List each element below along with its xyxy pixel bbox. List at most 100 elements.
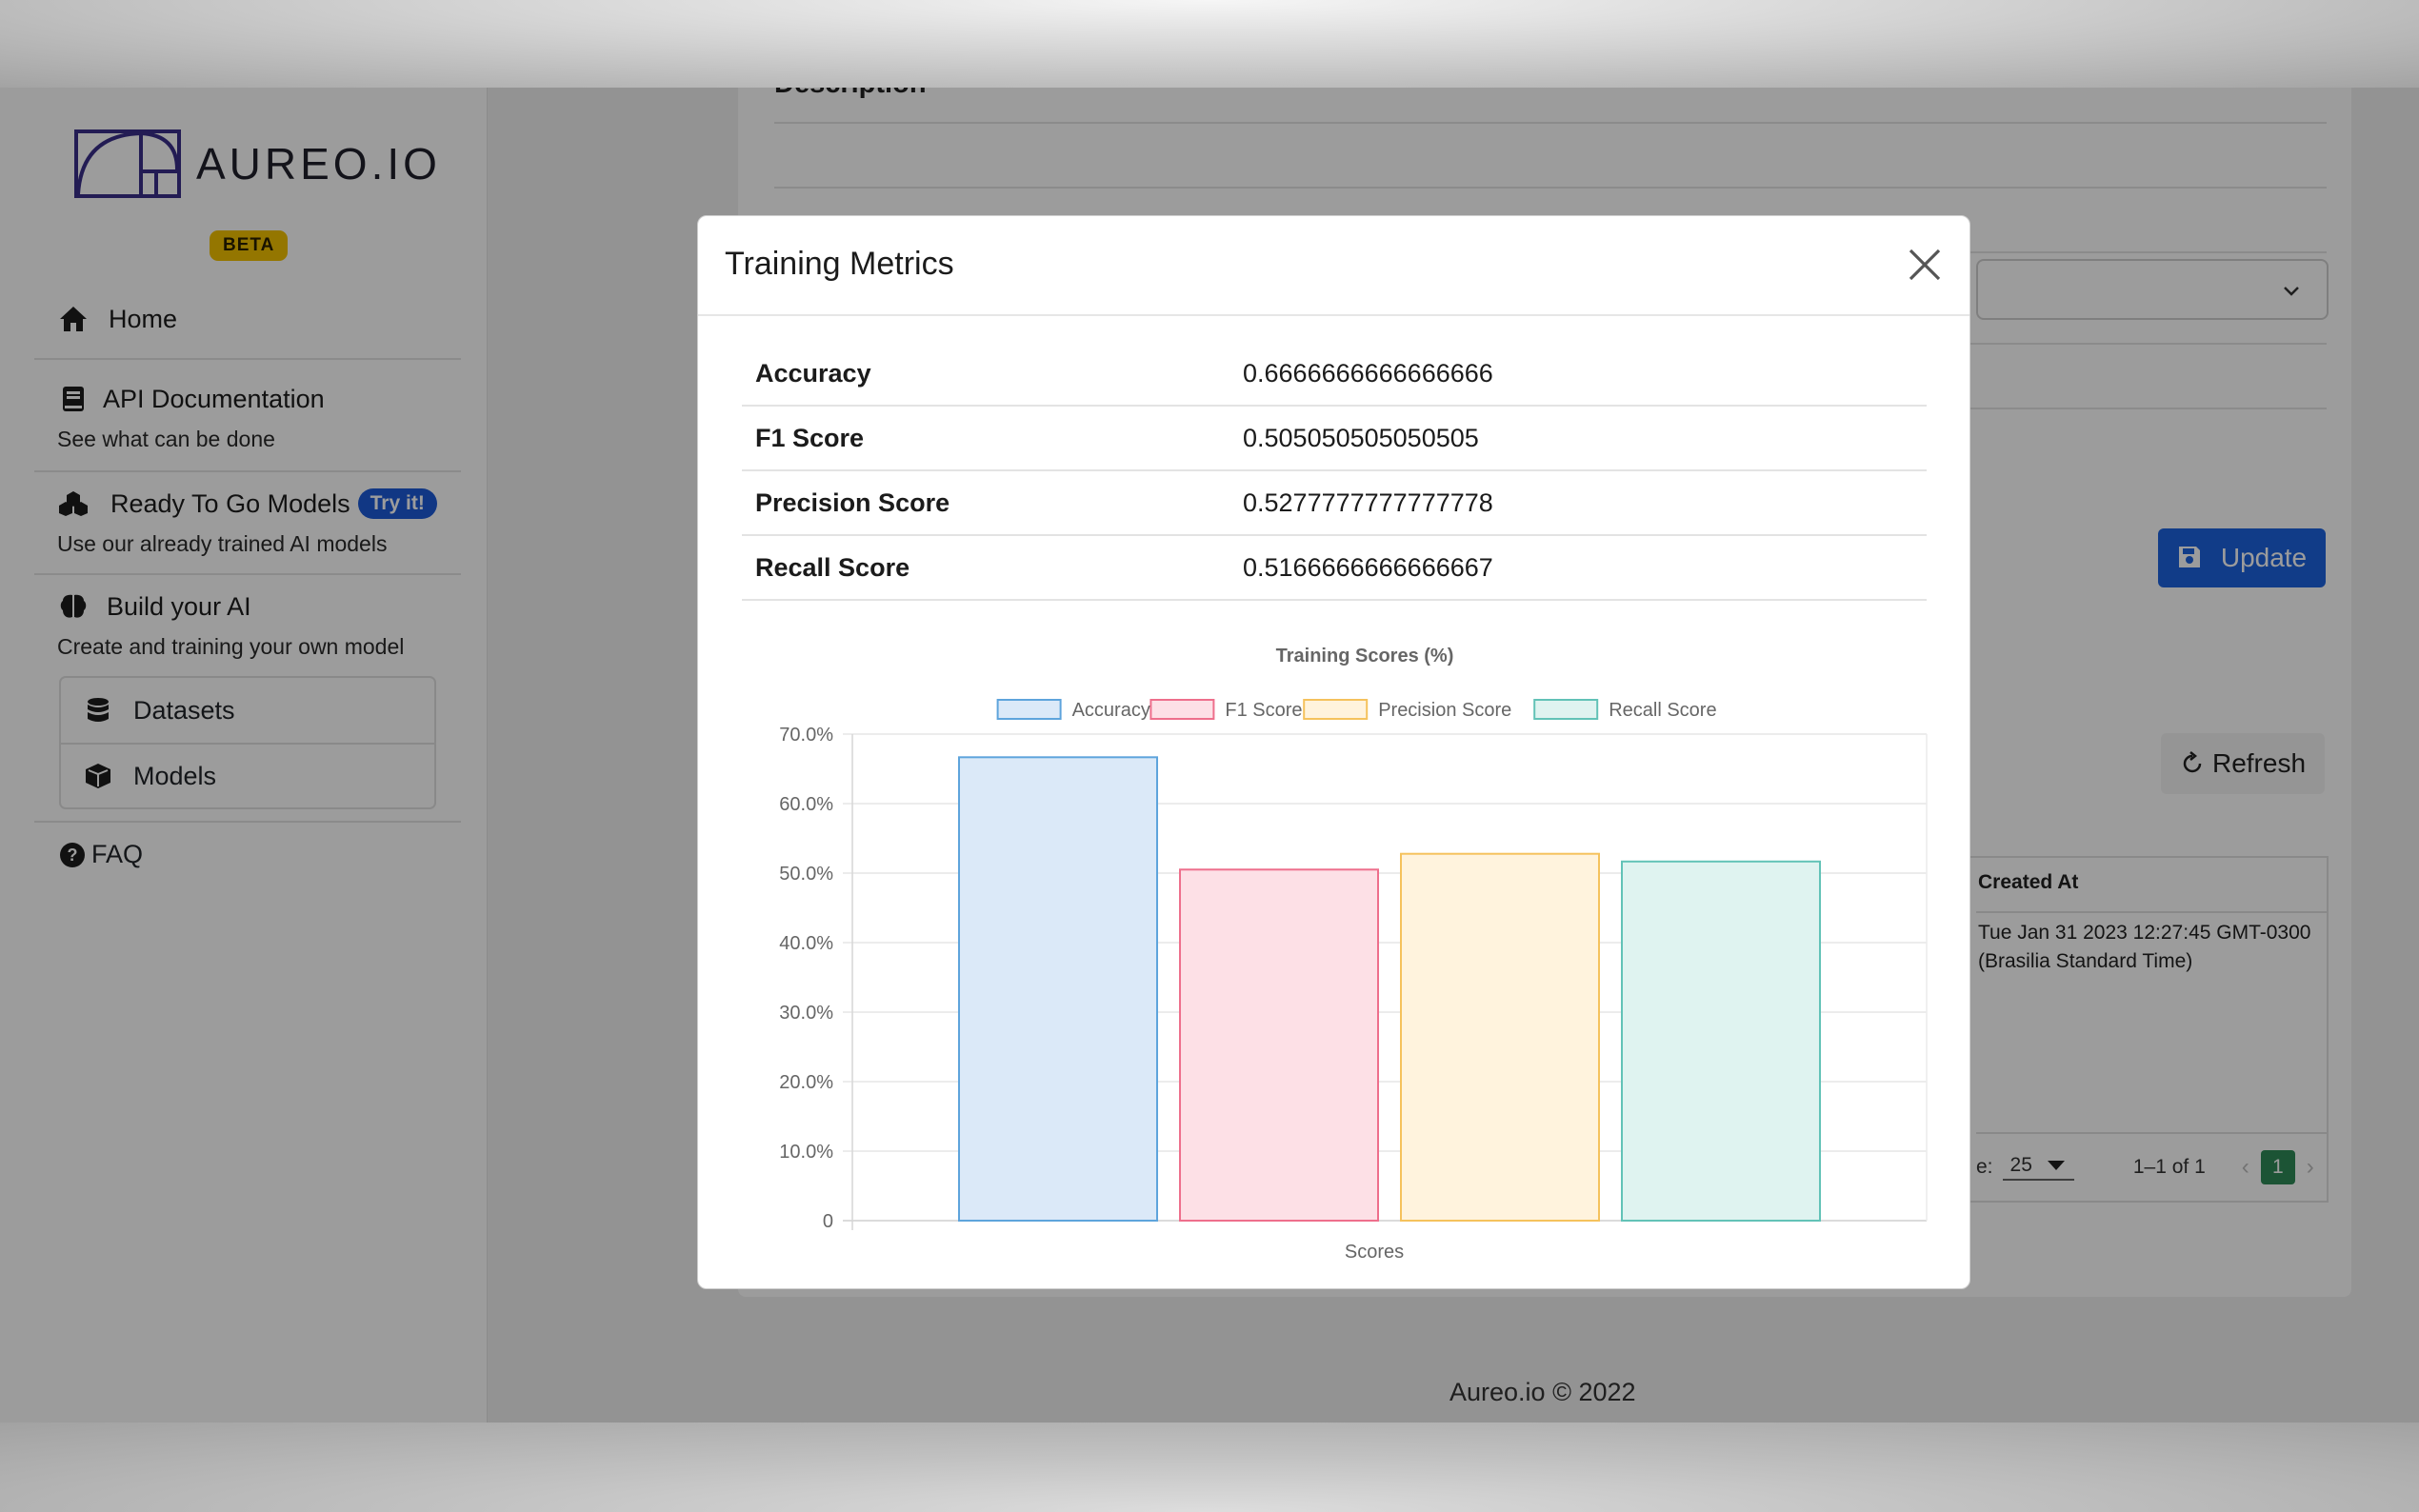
table-divider [1976,911,2327,913]
rows-per-page-value: 25 [2009,1154,2032,1176]
bar-precision-score[interactable] [1400,852,1600,1222]
page-number-button[interactable]: 1 [2260,1150,2295,1184]
metric-name: Recall Score [755,552,910,582]
database-icon [84,696,112,725]
modal-header: Training Metrics [698,216,1969,316]
sidebar-divider [34,821,461,823]
legend-item[interactable]: Recall Score [1533,699,1717,721]
sidebar-item-label: Home [109,304,178,333]
metric-row-f1-score: F1 Score 0.505050505050505 [742,407,1927,471]
screenshot-backdrop-bottom [0,1422,2419,1512]
update-button-label: Update [2220,543,2308,572]
caret-down-icon [2047,1161,2065,1170]
question-circle-icon: ? [59,842,86,868]
legend-swatch [1150,699,1215,720]
table-pagination: e: 25 1–1 of 1 ‹ 1 › [1976,1150,2314,1184]
table-divider [1976,1132,2327,1134]
y-tick-label: 60.0% [779,794,833,815]
sidebar-item-label: Ready To Go Models [110,488,350,518]
chart-title: Training Scores (%) [1276,646,1454,666]
metric-value: 0.5277777777777778 [1243,487,1493,517]
sidebar-item-build-ai[interactable]: Build your AI Create and training your o… [34,577,461,668]
legend-label: F1 Score [1225,700,1302,721]
y-tick-label: 10.0% [779,1142,833,1163]
sidebar-item-label: API Documentation [103,384,325,413]
chart-legend: Accuracy F1 Score Precision Score Recall Sc… [996,699,1717,721]
sidebar-item-datasets[interactable]: Datasets [61,678,434,743]
divider [774,122,2327,124]
build-ai-submenu: Datasets Models [59,676,436,809]
logo[interactable]: AUREO.IO [74,129,441,198]
sidebar-item-subtitle: Create and training your own model [57,634,405,659]
y-tick-label: 20.0% [779,1072,833,1093]
aureo-logo-icon [74,129,181,198]
metric-value: 0.505050505050505 [1243,423,1479,452]
cube-icon [84,762,112,790]
sidebar-item-ready-models[interactable]: Ready To Go Models Try it! Use our alrea… [34,472,461,575]
svg-text:?: ? [68,846,78,865]
training-scores-chart: Training Scores (%) Accuracy F1 Score Prec… [779,646,1928,1263]
bar-accuracy[interactable] [958,756,1158,1223]
metric-name: F1 Score [755,423,865,452]
sidebar: AUREO.IO BETA Home API Documentation See… [0,88,488,1422]
metric-value: 0.5166666666666667 [1243,552,1493,582]
beta-badge: BETA [210,230,289,261]
rows-per-page-select[interactable]: 25 [2002,1154,2074,1181]
rows-per-page-label: e: [1976,1156,1993,1178]
y-tick-label: 0 [823,1211,833,1232]
update-button[interactable]: Update [2158,528,2326,587]
logo-text: AUREO.IO [196,139,441,189]
legend-label: Accuracy [1072,700,1150,721]
y-tick-label: 30.0% [779,1003,833,1024]
metric-row-recall-score: Recall Score 0.5166666666666667 [742,536,1927,601]
save-icon [2177,545,2204,571]
y-tick-label: 50.0% [779,864,833,885]
sidebar-item-label: FAQ [91,840,144,868]
bar-recall-score[interactable] [1621,860,1821,1223]
sidebar-item-faq[interactable]: ? FAQ [59,840,143,869]
legend-swatch [1303,699,1369,720]
try-it-badge: Try it! [357,488,437,519]
legend-swatch [1533,699,1599,720]
legend-label: Precision Score [1378,700,1511,721]
sidebar-item-subtitle: See what can be done [57,427,275,451]
metric-name: Accuracy [755,358,871,388]
chart-y-axis: 0 10.0% 20.0% 30.0% 40.0% 50.0% 60.0% 70.0% [779,725,833,1232]
brain-icon [57,590,90,623]
next-page-icon[interactable]: › [2306,1154,2314,1180]
sidebar-item-home[interactable]: Home [34,303,461,360]
legend-item[interactable]: Precision Score [1303,699,1511,721]
metric-value: 0.6666666666666666 [1243,358,1493,388]
legend-label: Recall Score [1609,700,1716,721]
modal-title: Training Metrics [725,246,954,282]
sidebar-item-api-docs[interactable]: API Documentation See what can be done [34,369,461,472]
sidebar-item-label: Build your AI [107,591,251,621]
refresh-button[interactable]: Refresh [2161,733,2325,794]
cubes-icon [57,487,90,520]
metric-row-precision-score: Precision Score 0.5277777777777778 [742,471,1927,536]
refresh-button-label: Refresh [2211,748,2307,778]
sidebar-item-subtitle: Use our already trained AI models [57,531,388,556]
model-select[interactable] [1976,259,2329,320]
sidebar-item-models[interactable]: Models [61,743,434,807]
footer-copyright: Aureo.io © 2022 [1449,1378,1636,1406]
chevron-down-icon [2284,287,2299,296]
y-tick-label: 40.0% [779,933,833,954]
book-icon [57,383,90,415]
metrics-table: Accuracy 0.6666666666666666 F1 Score 0.5… [742,342,1927,601]
prev-page-icon[interactable]: ‹ [2241,1154,2249,1180]
table-cell-created-at: Tue Jan 31 2023 12:27:45 GMT-0300 (Brasi… [1978,922,2311,972]
column-header-created-at[interactable]: Created At [1978,871,2079,893]
training-metrics-modal: Training Metrics Accuracy 0.666666666666… [697,215,1970,1289]
legend-item[interactable]: F1 Score [1150,699,1303,721]
sidebar-item-label: Datasets [133,695,235,725]
chart-x-tick-label: Scores [1345,1242,1404,1263]
legend-item[interactable]: Accuracy [996,699,1150,721]
description-heading: Description [774,88,927,100]
pagination-range: 1–1 of 1 [2132,1156,2206,1178]
app-window: AUREO.IO BETA Home API Documentation See… [0,88,2419,1422]
sidebar-item-label: Models [133,761,217,790]
close-icon[interactable] [1905,245,1945,285]
bar-f1-score[interactable] [1179,868,1379,1222]
home-icon [57,303,90,335]
